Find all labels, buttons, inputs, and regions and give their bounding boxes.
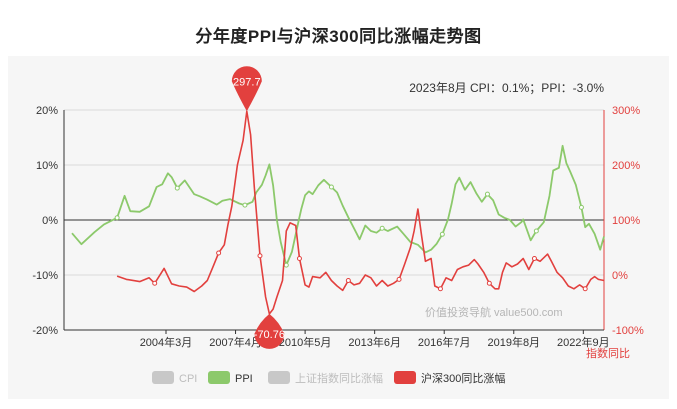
legend-item[interactable]: 上证指数同比涨幅 <box>268 371 383 385</box>
legend-label: 沪深300同比涨幅 <box>421 371 505 385</box>
ppi-point <box>283 262 289 268</box>
min-marker[interactable]: -70.76 <box>254 313 285 349</box>
info-text: 2023年8月 CPI：0.1%；PPI：-3.0% <box>409 81 604 95</box>
x-tick-label: 2016年7月 <box>418 335 471 349</box>
ppi-point <box>484 191 490 197</box>
x-tick-label: 2022年9月 <box>557 335 610 349</box>
hs300-point <box>257 253 263 259</box>
hs300-point <box>152 280 158 286</box>
ppi-point <box>174 185 180 191</box>
legend-label: CPI <box>179 373 197 385</box>
series-layer <box>71 110 605 315</box>
x-tick-label: 2019年8月 <box>487 335 540 349</box>
hs300-series-line <box>116 110 605 315</box>
legend-label: 上证指数同比涨幅 <box>295 371 383 385</box>
hs300-point <box>531 256 537 261</box>
ppi-point <box>439 231 445 237</box>
max-marker-label: 297.7 <box>233 76 261 88</box>
axes: 20% 10% 0% -10% -20% 300% 200% 100% 0% -100% 2004年… <box>32 105 644 360</box>
x-tick-label: 2004年3月 <box>140 335 193 349</box>
ppi-point <box>114 215 120 221</box>
y-right-tick-label: 100% <box>612 215 640 227</box>
watermark: 价值投资导航 value500.com <box>425 305 563 319</box>
x-tick-label: 2007年4月 <box>209 335 262 349</box>
hs300-point <box>437 286 443 292</box>
max-marker[interactable]: 297.7 <box>231 66 262 112</box>
y-left-tick-label: -10% <box>32 270 58 282</box>
hs300-point <box>582 286 588 292</box>
chart-panel <box>8 56 669 399</box>
min-marker-label: -70.76 <box>254 329 285 341</box>
x-tick-label: 2010年5月 <box>279 335 332 349</box>
legend-label: PPI <box>235 373 253 385</box>
y-left-tick-label: 10% <box>36 160 58 172</box>
ppi-point <box>379 225 385 231</box>
y-left-tick-label: 20% <box>36 105 58 117</box>
hs300-point <box>345 278 351 283</box>
y-right-axis-label: 指数同比 <box>586 346 630 360</box>
hs300-point <box>486 280 492 286</box>
hs300-point <box>216 250 222 256</box>
y-left-tick-label: -20% <box>32 325 58 337</box>
ppi-series-line <box>71 144 605 266</box>
ppi-point <box>242 202 248 208</box>
legend-item[interactable]: CPI <box>152 371 197 385</box>
legend-item[interactable]: 沪深300同比涨幅 <box>394 371 505 385</box>
legend-item[interactable]: PPI <box>208 371 253 385</box>
ppi-point <box>578 204 584 210</box>
x-tick-label: 2013年6月 <box>348 335 401 349</box>
hs300-point <box>296 256 302 261</box>
chart-title: 分年度PPI与沪深300同比涨幅走势图 <box>195 27 482 46</box>
y-right-tick-label: -100% <box>612 325 644 337</box>
y-right-tick-label: 300% <box>612 105 640 117</box>
y-right-tick-label: 0% <box>612 270 628 282</box>
y-left-tick-label: 0% <box>42 215 58 227</box>
marker-layer: 297.7 -70.76 <box>231 66 285 349</box>
hs300-point <box>396 276 402 282</box>
legend: CPI PPI 上证指数同比涨幅 沪深300同比涨幅 <box>152 371 505 385</box>
ppi-point <box>533 228 539 234</box>
y-right-tick-label: 200% <box>612 160 640 172</box>
ppi-point <box>328 184 334 190</box>
